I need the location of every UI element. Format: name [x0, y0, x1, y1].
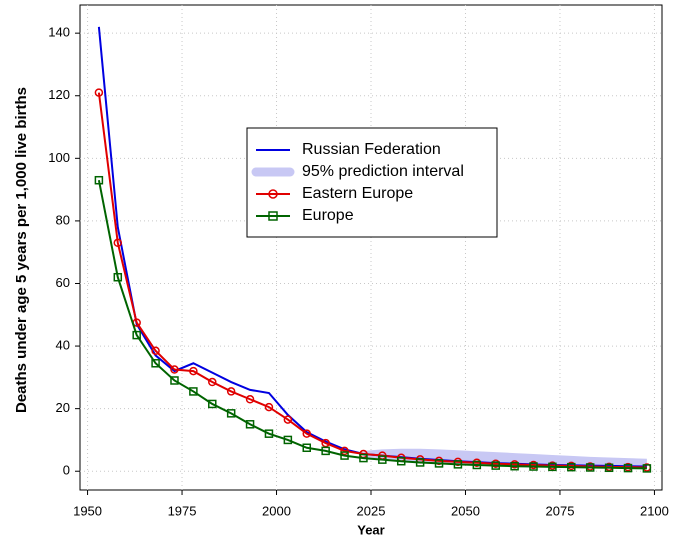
legend-box: [246, 127, 498, 238]
marker: [529, 462, 538, 471]
y-tick-label: 60: [56, 275, 70, 290]
marker: [491, 461, 500, 470]
legend-marker: [268, 189, 278, 199]
series-line: [97, 26, 647, 468]
marker: [548, 462, 557, 472]
marker: [170, 376, 179, 385]
marker: [434, 459, 444, 468]
y-tick-label: 20: [56, 400, 70, 415]
marker: [604, 463, 614, 473]
legend-marker: [268, 211, 278, 221]
x-tick-label: 1950: [73, 503, 102, 518]
marker: [453, 460, 463, 469]
marker: [585, 463, 595, 472]
legend: Russian Federation 95% prediction interva…: [246, 127, 498, 238]
marker: [208, 377, 217, 387]
x-tick-label: 2100: [640, 503, 669, 518]
marker: [151, 346, 160, 356]
x-axis-label: Year: [357, 522, 384, 537]
legend-label: Eastern Europe: [302, 185, 413, 202]
marker: [302, 443, 312, 453]
x-tick-label: 2025: [357, 503, 386, 518]
y-tick-label: 100: [48, 150, 70, 165]
marker: [340, 446, 349, 456]
marker: [359, 453, 368, 463]
legend-label: 95% prediction interval: [302, 163, 464, 180]
marker: [264, 429, 274, 438]
marker: [283, 415, 293, 424]
x-tick-label: 1975: [168, 503, 197, 518]
marker: [642, 464, 652, 473]
marker: [396, 456, 406, 466]
y-tick-label: 120: [48, 87, 70, 102]
marker: [321, 446, 330, 456]
legend-label: Europe: [302, 207, 354, 224]
marker: [283, 435, 293, 445]
marker: [245, 395, 255, 404]
marker: [623, 463, 633, 473]
marker: [321, 438, 330, 448]
marker: [113, 238, 123, 248]
marker: [340, 451, 349, 460]
marker: [264, 402, 274, 412]
y-axis-label: Deaths under age 5 years per 1,000 live …: [13, 87, 30, 413]
x-tick-label: 2075: [546, 503, 575, 518]
marker: [226, 409, 236, 418]
marker: [378, 455, 387, 464]
marker: [189, 387, 198, 396]
x-tick-label: 2000: [262, 503, 291, 518]
y-tick-label: 0: [63, 463, 70, 478]
y-tick-label: 40: [56, 338, 70, 353]
marker: [208, 399, 217, 409]
marker: [94, 175, 104, 185]
marker: [245, 420, 255, 429]
x-tick-label: 2050: [451, 503, 480, 518]
marker: [94, 88, 104, 97]
marker: [472, 460, 482, 470]
legend-label: Russian Federation: [302, 141, 441, 158]
marker: [132, 330, 141, 340]
marker: [151, 359, 160, 368]
marker: [567, 462, 576, 472]
y-tick-label: 140: [48, 25, 70, 40]
marker: [113, 272, 123, 282]
marker: [226, 387, 236, 396]
marker: [415, 458, 425, 467]
marker: [302, 429, 312, 438]
marker: [189, 366, 198, 376]
marker: [510, 461, 519, 471]
marker: [170, 365, 179, 374]
y-tick-label: 80: [56, 212, 70, 227]
